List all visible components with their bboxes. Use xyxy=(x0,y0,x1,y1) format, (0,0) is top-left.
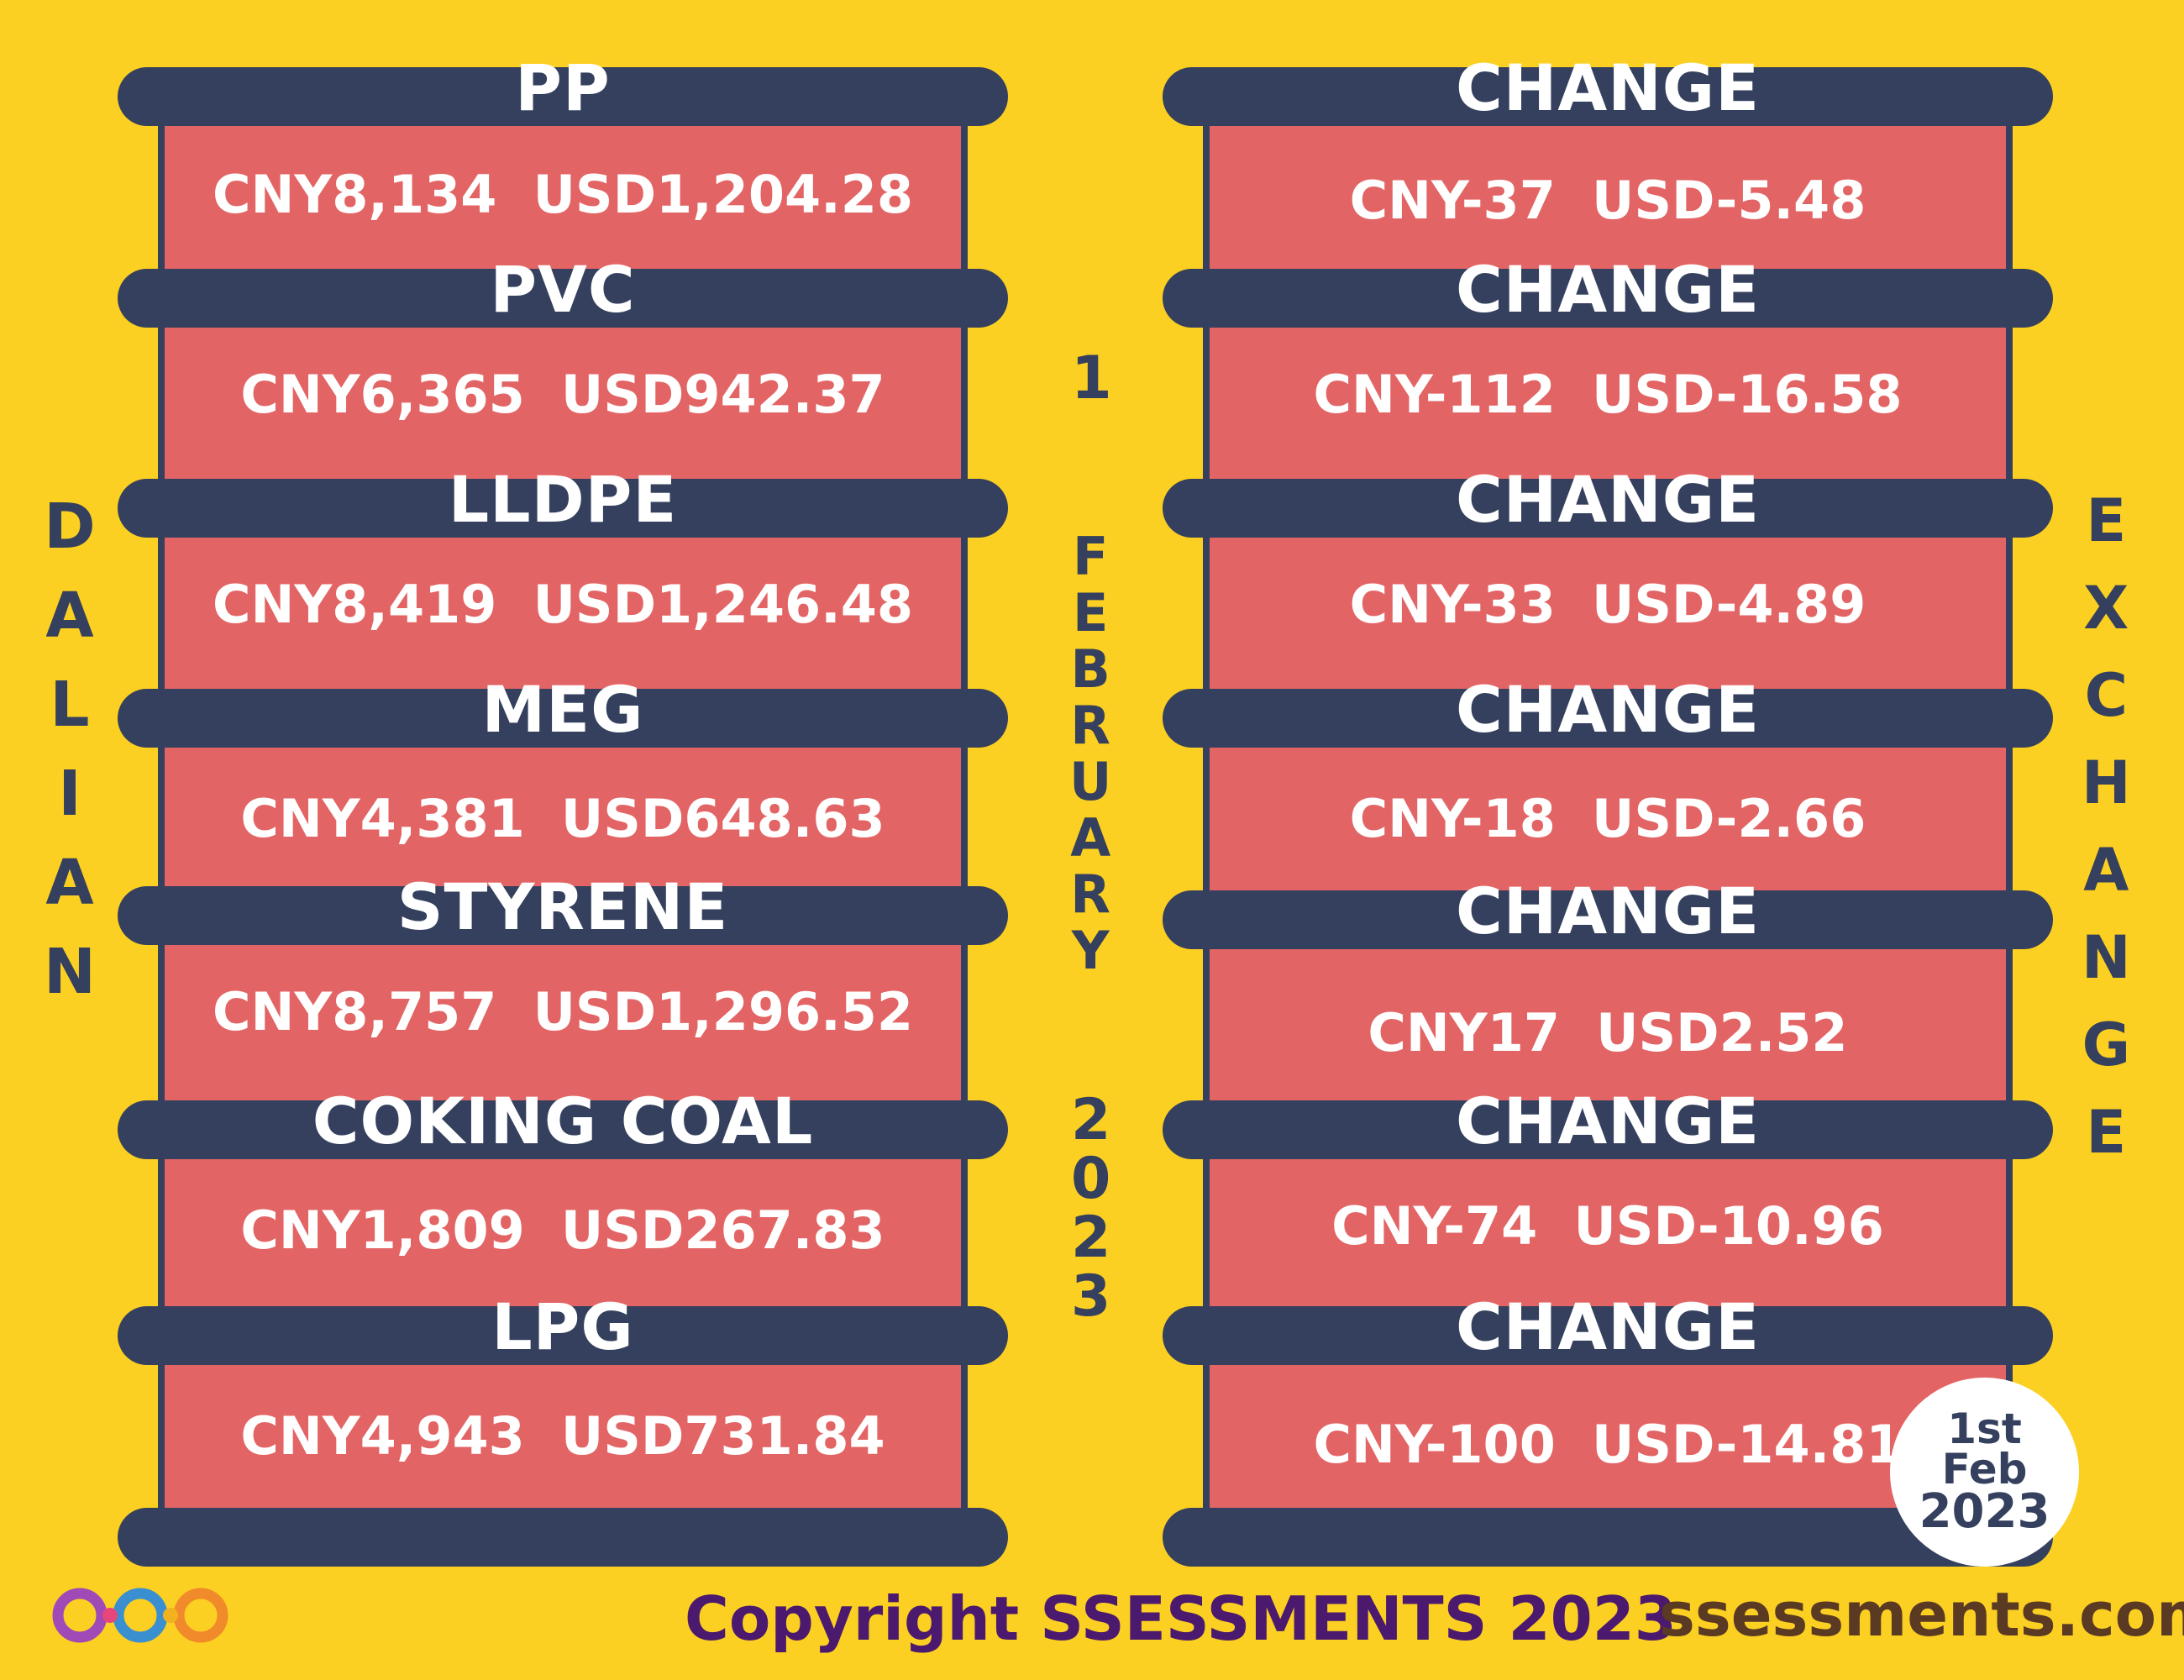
change-value: CNY-18 USD-2.66 xyxy=(1349,788,1866,849)
change-header: CHANGE xyxy=(1163,1295,2053,1365)
dalian-letter: D xyxy=(44,491,96,563)
date-month: F E B R U A R Y xyxy=(1069,531,1111,977)
product-header-coking-coal: COKING COAL xyxy=(118,1089,1008,1159)
change-label: CHANGE xyxy=(1455,1084,1761,1158)
product-name: LLDPE xyxy=(448,462,678,537)
product-header-pp: PP xyxy=(118,56,1008,126)
product-header-styrene: STYRENE xyxy=(118,875,1008,945)
dalian-letter: A xyxy=(45,847,94,919)
date-month-letter: A xyxy=(1070,807,1111,869)
exchange-vertical-label: E X C H A N G E xyxy=(2082,491,2131,1162)
change-panel xyxy=(1203,311,2013,496)
exchange-letter: A xyxy=(2083,836,2129,905)
product-name: PVC xyxy=(490,252,636,327)
date-month-letter: E xyxy=(1073,582,1109,643)
exchange-letter: E xyxy=(2086,486,2127,555)
product-price: CNY6,365 USD942.37 xyxy=(240,364,885,425)
change-header: CHANGE xyxy=(1163,56,2053,126)
change-panel xyxy=(1203,118,2013,286)
change-value: CNY-37 USD-5.48 xyxy=(1349,170,1866,231)
date-year-digit: 2 xyxy=(1071,1087,1111,1153)
change-header: CHANGE xyxy=(1163,468,2053,538)
product-name: LPG xyxy=(491,1289,634,1364)
change-header: CHANGE xyxy=(1163,879,2053,949)
product-header-lpg: LPG xyxy=(118,1295,1008,1365)
change-label: CHANGE xyxy=(1455,50,1761,125)
date-month-letter: R xyxy=(1070,695,1111,756)
badge-day: 1st xyxy=(1947,1404,2022,1454)
product-price: CNY8,757 USD1,296.52 xyxy=(213,981,913,1042)
exchange-letter: H xyxy=(2082,748,2131,817)
date-month-letter: Y xyxy=(1071,920,1110,981)
product-panel-pvc xyxy=(158,311,968,496)
dalian-letter: I xyxy=(58,758,81,830)
exchange-letter: G xyxy=(2082,1011,2131,1079)
product-panel-lldpe xyxy=(158,521,968,706)
badge-month: Feb xyxy=(1941,1444,2028,1494)
change-panel xyxy=(1203,932,2013,1117)
dalian-letter: A xyxy=(45,580,94,652)
date-year-digit: 2 xyxy=(1071,1205,1111,1271)
change-value: CNY-100 USD-14.81 xyxy=(1313,1414,1903,1475)
product-price: CNY4,381 USD648.63 xyxy=(240,788,885,849)
dalian-vertical-label: D A L I A N xyxy=(44,496,96,1003)
product-header-lldpe: LLDPE xyxy=(118,468,1008,538)
exchange-letter: N xyxy=(2082,923,2131,992)
date-month-letter: R xyxy=(1070,864,1111,925)
bottom-cap xyxy=(118,1508,1008,1567)
product-header-meg: MEG xyxy=(118,678,1008,748)
product-panel-coking-coal xyxy=(158,1142,968,1327)
exchange-letter: E xyxy=(2086,1098,2127,1167)
product-panel-pp xyxy=(158,118,968,286)
date-month-letter: U xyxy=(1069,751,1112,812)
website-link[interactable]: ssessments.com xyxy=(1659,1579,2184,1650)
date-badge: 1st Feb 2023 xyxy=(1890,1378,2079,1567)
date-year-digit: 0 xyxy=(1071,1146,1111,1212)
change-value: CNY-112 USD-16.58 xyxy=(1313,364,1903,425)
change-label: CHANGE xyxy=(1455,462,1761,537)
date-month-letter: F xyxy=(1073,526,1109,587)
date-day-digit: 1 xyxy=(1071,344,1112,412)
product-name: PP xyxy=(515,50,611,125)
change-panel xyxy=(1203,1142,2013,1327)
product-name: MEG xyxy=(481,672,644,747)
product-panel-meg xyxy=(158,731,968,907)
date-year: 2 0 2 3 xyxy=(1071,1092,1110,1326)
change-value: CNY-33 USD-4.89 xyxy=(1349,574,1866,635)
product-panel-styrene xyxy=(158,932,968,1117)
dalian-letter: N xyxy=(44,936,96,1008)
product-price: CNY8,419 USD1,246.48 xyxy=(213,574,913,635)
product-price: CNY1,809 USD267.83 xyxy=(240,1200,885,1261)
change-value: CNY-74 USD-10.96 xyxy=(1331,1195,1884,1257)
change-value: CNY17 USD2.52 xyxy=(1368,1002,1848,1063)
date-day: 1 xyxy=(1071,349,1112,407)
badge-year: 2023 xyxy=(1919,1484,2050,1540)
date-year-digit: 3 xyxy=(1071,1263,1111,1330)
product-name: COKING COAL xyxy=(312,1084,814,1158)
product-name: STYRENE xyxy=(396,869,729,944)
copyright-text: Copyright SSESSMENTS 2023 xyxy=(685,1583,1677,1654)
change-label: CHANGE xyxy=(1455,252,1761,327)
change-header: CHANGE xyxy=(1163,678,2053,748)
change-header: CHANGE xyxy=(1163,258,2053,328)
exchange-letter: C xyxy=(2084,661,2128,730)
exchange-letter: X xyxy=(2083,574,2129,643)
change-label: CHANGE xyxy=(1455,874,1761,948)
date-month-letter: B xyxy=(1070,638,1110,700)
product-price: CNY4,943 USD731.84 xyxy=(240,1405,885,1467)
product-header-pvc: PVC xyxy=(118,258,1008,328)
dalian-letter: L xyxy=(50,669,90,741)
change-panel xyxy=(1203,521,2013,706)
change-panel xyxy=(1203,731,2013,907)
ssessments-logo-icon xyxy=(50,1586,231,1648)
change-label: CHANGE xyxy=(1455,672,1761,747)
product-panel-lpg xyxy=(158,1352,968,1529)
product-price: CNY8,134 USD1,204.28 xyxy=(213,164,913,225)
change-label: CHANGE xyxy=(1455,1289,1761,1364)
change-header: CHANGE xyxy=(1163,1089,2053,1159)
